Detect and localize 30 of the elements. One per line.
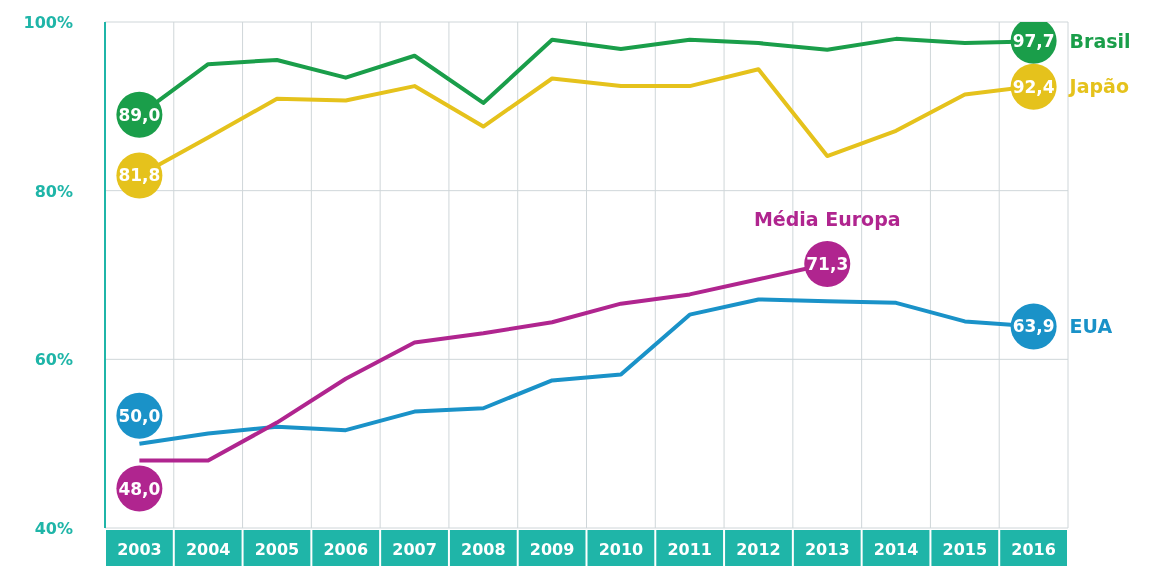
x-tick-label: 2004 [185,540,231,559]
x-tick-label: 2010 [598,540,644,559]
data-label: 63,9 [1012,316,1055,337]
x-tick-label: 2015 [942,540,988,559]
y-tick-label: 80% [34,181,73,201]
data-label: 50,0 [118,405,161,426]
x-tick-label: 2007 [392,540,437,559]
x-tick-label: 2003 [117,540,162,559]
data-label: 71,3 [806,254,849,275]
text: Média Europa [753,208,901,231]
y-tick-label: 100% [23,13,73,32]
x-tick-label: 2006 [323,540,369,559]
y-tick-label: 40% [34,519,73,538]
x-tick-label: 2014 [873,540,919,559]
data-label: 81,8 [118,165,161,186]
data-label: 97,7 [1012,30,1055,51]
x-tick-label: 2005 [254,540,300,559]
x-tick-label: 2016 [1011,540,1056,559]
x-tick-label: 2009 [529,540,575,559]
series-label: Brasil [1069,30,1131,53]
data-label: 89,0 [118,104,161,125]
series-label: EUA [1069,315,1113,338]
x-tick-label: 2012 [736,540,781,559]
x-tick-label: 2008 [461,540,506,559]
data-label: 92,4 [1012,76,1055,97]
y-tick-label: 60% [34,350,73,370]
x-tick-label: 2013 [804,540,850,559]
series-label: Japão [1067,75,1129,98]
data-label: 48,0 [118,478,161,499]
x-tick-label: 2011 [667,540,712,559]
